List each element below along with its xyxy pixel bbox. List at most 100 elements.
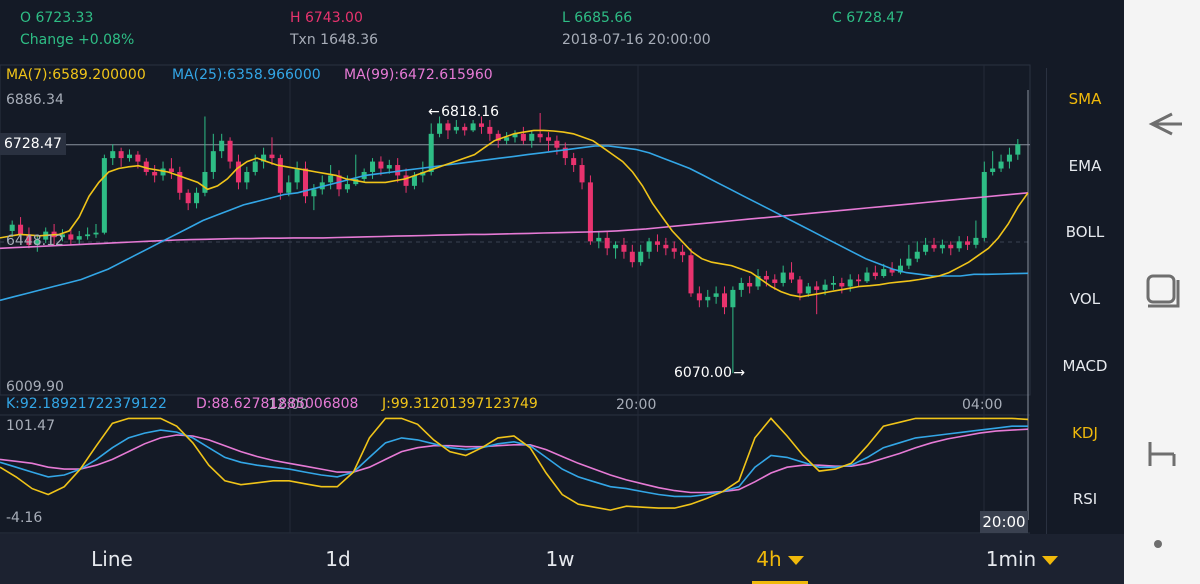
candle-up: [906, 244, 912, 270]
sidebar-item-sma[interactable]: SMA: [1068, 90, 1102, 108]
candle-body: [378, 161, 384, 169]
candle-body: [1006, 154, 1012, 162]
candle-up: [738, 277, 744, 297]
tab-1w[interactable]: 1w: [508, 534, 612, 584]
candle-body: [85, 234, 91, 237]
sidebar-item-vol[interactable]: VOL: [1069, 290, 1101, 308]
tab-line-label: Line: [91, 547, 133, 571]
system-navigation-bar: [1124, 0, 1200, 584]
candle-down: [403, 168, 409, 193]
tab-1min[interactable]: 1min: [960, 534, 1084, 584]
high-price: H 6743.00: [290, 10, 363, 26]
candle-body: [881, 269, 887, 277]
tab-line[interactable]: Line: [60, 534, 164, 584]
candle-up: [805, 282, 811, 297]
candle-down: [571, 152, 577, 172]
candle-body: [403, 175, 409, 186]
candle-body: [671, 248, 677, 252]
sidebar-item-boll[interactable]: BOLL: [1065, 223, 1105, 241]
candle-up: [973, 220, 979, 249]
candle-body: [847, 279, 853, 287]
candle-body: [747, 282, 753, 287]
assistant-dot-button[interactable]: [1124, 514, 1200, 574]
candle-body: [872, 272, 878, 277]
candle-up: [864, 267, 870, 283]
candle-down: [579, 158, 585, 190]
candle-down: [235, 154, 241, 190]
candle-up: [126, 149, 133, 162]
interval-tabs: Line 1d 1w 4h 1min: [0, 534, 1124, 584]
candle-body: [688, 255, 694, 294]
candle-body: [956, 241, 962, 249]
candle-body: [923, 244, 929, 252]
close-price: C 6728.47: [832, 10, 905, 26]
ma99-label: MA(99):6472.615960: [344, 67, 493, 83]
sidebar-item-rsi[interactable]: RSI: [1072, 490, 1098, 508]
candle-up: [76, 230, 82, 245]
candle-body: [445, 123, 451, 131]
candle-up: [1006, 147, 1012, 169]
candle-up: [646, 237, 652, 259]
kdj-axis-bottom: -4.16: [6, 510, 43, 526]
candle-body: [261, 154, 267, 162]
sidebar-item-macd[interactable]: MACD: [1062, 357, 1108, 375]
candle-body: [738, 282, 744, 290]
candle-body: [344, 184, 350, 190]
candle-down: [462, 123, 468, 136]
candle-up: [219, 133, 225, 159]
sidebar-item-ema[interactable]: EMA: [1068, 157, 1102, 175]
candle-up: [437, 116, 443, 138]
home-button[interactable]: [1124, 424, 1200, 484]
candle-up: [470, 119, 476, 133]
candle-down: [721, 286, 728, 315]
candle-up: [638, 244, 644, 266]
candle-down: [772, 274, 778, 290]
candle-body: [696, 293, 702, 301]
time-axis-mid: 20:00: [616, 397, 657, 413]
candle-down: [118, 147, 124, 167]
candle-body: [839, 282, 845, 287]
candle-up: [780, 265, 786, 287]
candle-body: [981, 171, 987, 238]
candle-body: [470, 123, 476, 131]
chart-canvas[interactable]: [0, 60, 1044, 534]
recent-apps-button[interactable]: [1124, 260, 1200, 320]
candle-body: [546, 137, 552, 141]
kdj-d-label: D:88.62781885006808: [196, 396, 359, 412]
candle-body: [897, 265, 904, 273]
tab-4h[interactable]: 4h: [730, 534, 830, 584]
candle-up: [9, 220, 15, 238]
sidebar-item-kdj[interactable]: KDJ: [1072, 424, 1098, 442]
candle-body: [629, 251, 635, 263]
candle-body: [252, 161, 258, 172]
candle-up: [504, 132, 510, 145]
candle-up: [956, 236, 962, 252]
candle-down: [143, 158, 149, 176]
ma25-line: [0, 145, 1029, 302]
candle-down: [872, 265, 878, 280]
tab-1d[interactable]: 1d: [286, 534, 390, 584]
kdj-k-line: [0, 425, 1028, 498]
candle-up: [93, 224, 99, 238]
candle-body: [294, 168, 300, 183]
candle-down: [269, 137, 275, 166]
candle-body: [973, 237, 979, 245]
candle-body: [34, 239, 40, 245]
candle-down: [814, 281, 820, 315]
candle-up: [914, 241, 920, 263]
back-button[interactable]: [1124, 94, 1200, 154]
candle-body: [244, 171, 250, 183]
candle-body: [663, 244, 669, 249]
price-pane-frame: [0, 64, 1031, 396]
candle-body: [311, 189, 317, 197]
candle-body: [168, 168, 174, 172]
candle-body: [302, 168, 309, 197]
candle-body: [93, 232, 99, 235]
candle-body: [269, 154, 275, 159]
candle-body: [185, 192, 191, 204]
candle-up: [59, 229, 65, 242]
arrow-left-icon: ←: [428, 104, 440, 120]
candle-up: [755, 269, 761, 290]
candle-body: [990, 168, 996, 172]
candle-body: [613, 244, 619, 249]
